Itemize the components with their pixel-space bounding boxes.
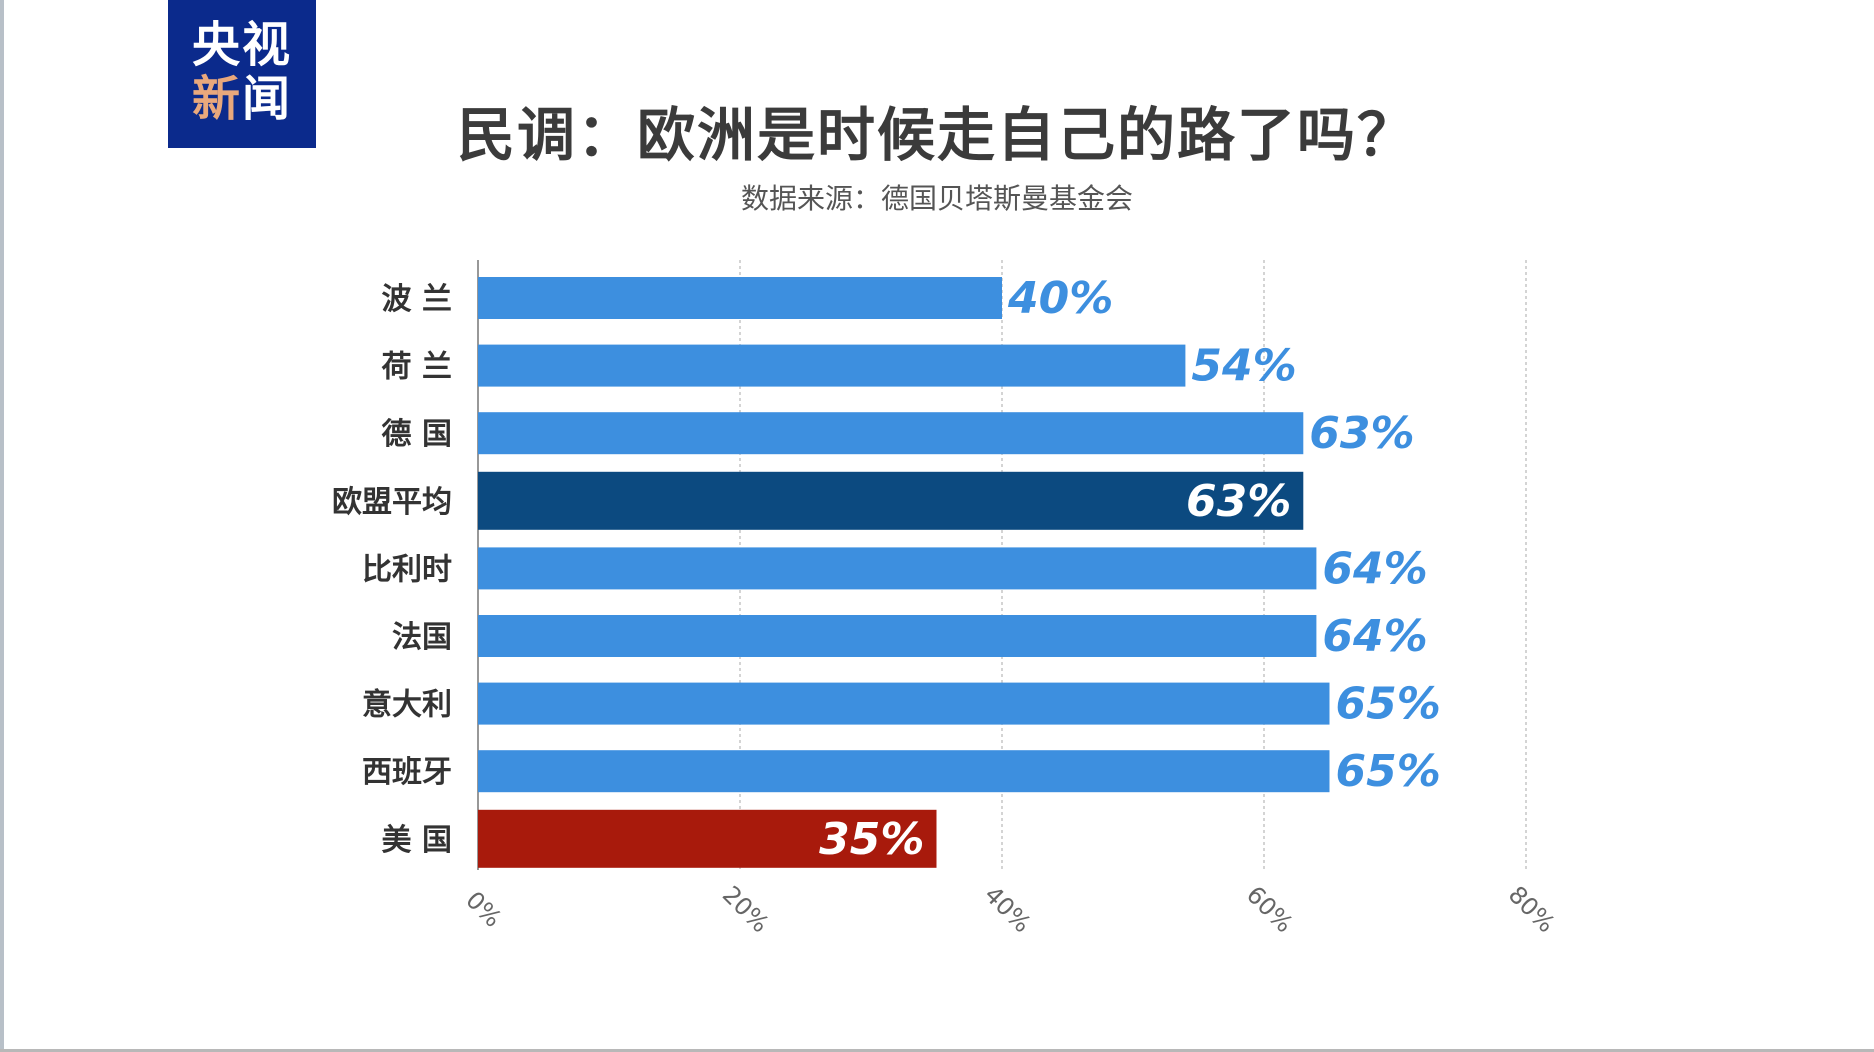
x-tick-label: 20% <box>717 881 775 939</box>
data-label: 63% <box>1186 476 1291 527</box>
data-label: 64% <box>1322 543 1427 594</box>
chart-subtitle: 数据来源：德国贝塔斯曼基金会 <box>740 182 1133 215</box>
category-label: 意大利 <box>362 688 452 723</box>
x-tick-label: 40% <box>979 881 1037 939</box>
logo-char-wen: 闻 <box>242 71 293 127</box>
x-tick-label: 60% <box>1241 881 1299 939</box>
data-label: 35% <box>819 814 924 865</box>
category-label: 欧盟平均 <box>332 485 452 520</box>
data-label: 64% <box>1322 611 1427 662</box>
x-tick-label: 0% <box>460 886 507 933</box>
category-label: 荷 兰 <box>382 350 452 385</box>
bar <box>478 471 1304 530</box>
data-label: 63% <box>1309 408 1414 459</box>
bar <box>478 344 1186 387</box>
data-label: 54% <box>1191 341 1296 392</box>
logo-char-xin: 新 <box>191 71 242 127</box>
category-label: 美 国 <box>382 823 452 858</box>
category-label: 西班牙 <box>362 755 452 790</box>
bar <box>478 809 937 868</box>
bar <box>478 615 1317 657</box>
bar <box>478 682 1330 725</box>
bar <box>478 547 1317 590</box>
bottom-border <box>0 1049 1874 1052</box>
chart-title: 民调：欧洲是时候走自己的路了吗？ <box>456 101 1417 169</box>
category-label: 法国 <box>392 620 452 655</box>
data-label: 65% <box>1336 679 1441 730</box>
x-tick-label: 80% <box>1503 881 1561 939</box>
data-label: 40% <box>1007 273 1113 324</box>
category-label: 德 国 <box>382 417 452 452</box>
logo-line1: 央视 <box>191 17 292 73</box>
bar <box>478 277 1002 319</box>
logo-line2: 新闻 <box>168 72 316 126</box>
bar <box>478 750 1330 793</box>
left-border <box>0 0 4 1052</box>
bar <box>478 412 1304 455</box>
category-label: 比利时 <box>362 552 452 587</box>
data-label: 65% <box>1336 746 1441 797</box>
cctv-news-logo: 央视 新闻 <box>168 0 316 148</box>
category-label: 波 兰 <box>382 282 452 317</box>
